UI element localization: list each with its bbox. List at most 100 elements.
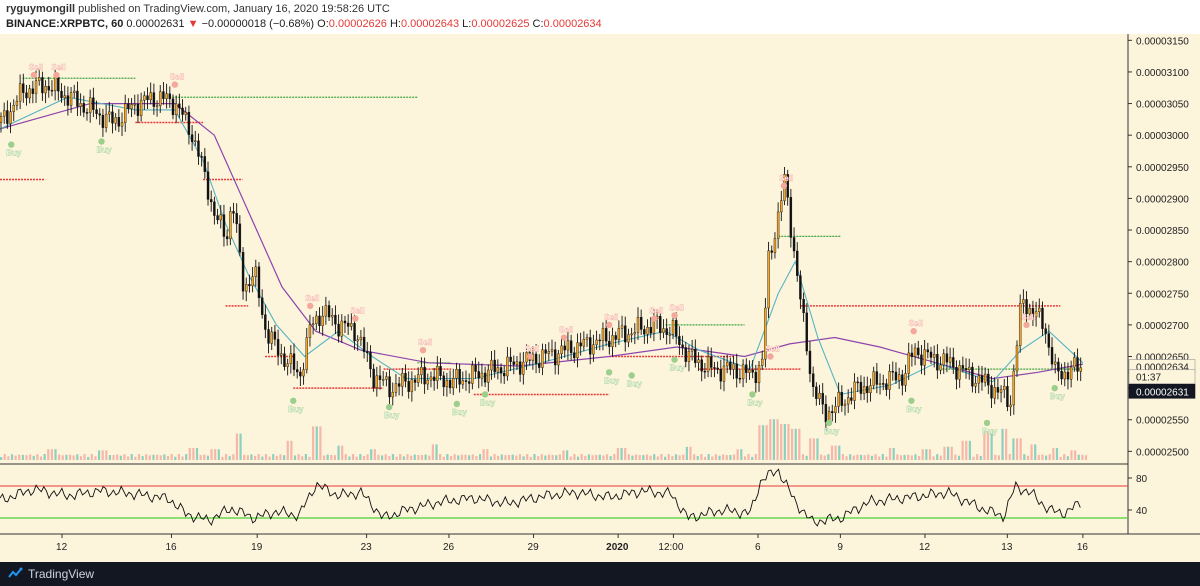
volume-bar [794, 428, 797, 460]
candle-body [315, 315, 318, 324]
candle-body [964, 368, 968, 371]
candle-body [295, 369, 299, 373]
volume-bar [780, 424, 783, 460]
volume-bar [693, 454, 696, 460]
volume-bar [696, 456, 699, 460]
symbol-label[interactable]: BINANCE:XRPBTC, 60 [6, 18, 124, 30]
candle-body [780, 200, 783, 213]
volume-bar [551, 454, 554, 460]
candle-body [1041, 307, 1044, 329]
candle-body [289, 353, 293, 364]
volume-bar [174, 456, 177, 460]
candle-body [496, 367, 500, 373]
volume-bar [315, 426, 318, 460]
volume-bar [159, 455, 162, 460]
candle-body [235, 213, 238, 225]
volume-bar [79, 456, 83, 460]
tradingview-logo-icon[interactable] [8, 566, 24, 582]
volume-bar [1070, 450, 1073, 460]
volume-bar [493, 454, 496, 460]
time-tick-label: 16 [165, 542, 177, 553]
volume-bar [1063, 454, 1066, 460]
candle-body [146, 95, 149, 101]
candle-body [910, 352, 914, 357]
volume-bar [649, 455, 652, 460]
candle-body [897, 374, 901, 381]
candle-body [133, 104, 136, 106]
volume-bar [1001, 428, 1004, 460]
candle-body [869, 385, 872, 394]
candle-body [85, 112, 89, 114]
candle-body [907, 352, 910, 374]
candle-body [990, 384, 993, 399]
candle-body [690, 349, 694, 352]
volume-bar [573, 454, 576, 460]
candle-body [630, 333, 633, 336]
candle-body [254, 266, 257, 277]
sell-signal-label: Sell [305, 294, 319, 303]
candle-body [305, 337, 308, 370]
volume-bar [801, 454, 805, 460]
candle-body [225, 236, 229, 240]
candle-body [343, 320, 347, 324]
candle-body [458, 369, 461, 385]
volume-bar [362, 455, 366, 460]
brand-name[interactable]: TradingView [28, 567, 95, 581]
candle-body [538, 363, 541, 368]
candle-body [490, 359, 493, 371]
price-chart[interactable]: Sell Sell Buy Buy Sell Sell Sell Buy Buy Sell Buy B… [0, 34, 1200, 562]
volume-bar [141, 456, 144, 460]
volume-bar [177, 454, 180, 460]
candle-body [264, 314, 267, 330]
candle-body [700, 359, 703, 372]
candle-body [725, 361, 729, 367]
volume-bar [972, 456, 975, 460]
volume-bar [790, 428, 794, 460]
current-price-tag [1128, 369, 1196, 385]
candle-body [324, 305, 328, 317]
volume-bar [522, 456, 525, 460]
volume-bar [936, 454, 939, 460]
volume-bar [917, 456, 921, 460]
candle-body [633, 332, 637, 335]
buy-signal-dot [385, 403, 393, 411]
candle-body [512, 361, 515, 365]
volume-bar [344, 454, 347, 460]
volume-bar [729, 454, 732, 460]
volume-bar [1077, 454, 1080, 460]
sell-signal-label: Sell [779, 174, 793, 183]
volume-bar [217, 449, 220, 460]
price-tick-label: 0.00003050 [1136, 100, 1189, 111]
volume-bar [783, 424, 786, 460]
candle-body [111, 111, 114, 124]
candle-body [958, 365, 961, 380]
candle-body [178, 103, 181, 109]
volume-bar [65, 454, 68, 460]
candle-body [595, 339, 598, 345]
candle-body [216, 215, 219, 221]
candle-body [614, 335, 617, 340]
author-name[interactable]: ryguymongill [6, 3, 76, 15]
candle-body [576, 342, 579, 359]
volume-bar [562, 450, 565, 460]
candle-body [1025, 299, 1028, 315]
volume-bar [867, 454, 870, 460]
volume-bar [747, 454, 750, 460]
candle-body [923, 349, 926, 366]
volume-bar [965, 440, 968, 460]
sell-signal-dot [767, 353, 774, 360]
candle-body [560, 345, 563, 355]
volume-bar [943, 446, 946, 460]
volume-bar [823, 455, 826, 460]
candle-body [467, 381, 471, 384]
candle-body [582, 339, 586, 347]
volume-bar [533, 454, 536, 460]
candle-body [499, 367, 503, 374]
candle-body [331, 314, 334, 318]
candle-body [241, 251, 245, 292]
volume-bar [243, 454, 246, 460]
sell-signal-dot [651, 315, 658, 322]
candle-body [359, 336, 363, 341]
candle-body [474, 364, 477, 372]
volume-bar [598, 454, 601, 460]
